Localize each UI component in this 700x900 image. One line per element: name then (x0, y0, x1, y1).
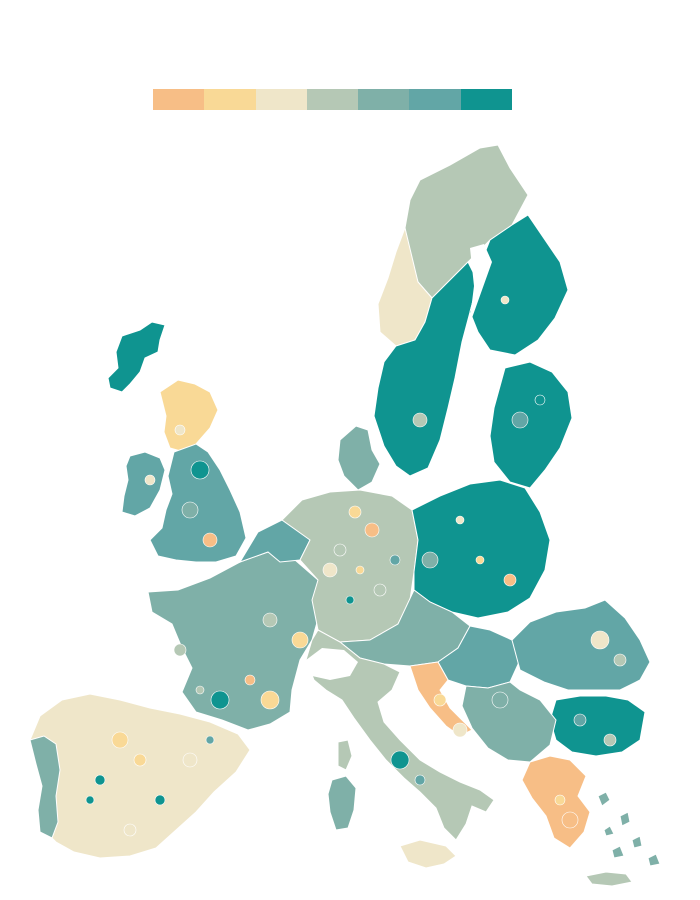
region-italy (305, 629, 495, 841)
region-england-wales (149, 443, 247, 563)
sub-region-patch (433, 693, 447, 707)
sub-region-patch (389, 554, 401, 566)
sub-region-patch (154, 794, 166, 806)
sub-region-patch (573, 713, 587, 727)
region-romania (511, 599, 651, 691)
sub-region-patch (205, 735, 215, 745)
sub-region-patch (421, 551, 439, 569)
region-iceland (107, 321, 166, 393)
sub-region-patch (475, 555, 485, 565)
legend-swatch-3 (255, 89, 307, 110)
sub-region-patch (262, 612, 278, 628)
sub-region-patch (500, 295, 510, 305)
legend-swatch-4 (306, 89, 359, 110)
sub-region-patch (452, 722, 468, 738)
sub-region-patch (491, 691, 509, 709)
region-baltics (489, 361, 573, 489)
region-crete (585, 871, 633, 887)
sub-region-patch (364, 522, 380, 538)
switzerland-gap (306, 648, 358, 680)
sub-region-patch (133, 753, 147, 767)
legend-swatch-6 (409, 89, 461, 110)
sub-region-patch (202, 532, 218, 548)
sub-region-patch (390, 750, 410, 770)
sub-region-patch (260, 690, 280, 710)
sub-region-patch (322, 562, 338, 578)
region-scotland (159, 379, 219, 453)
legend-swatch-2 (204, 89, 256, 110)
sub-region-patch (613, 653, 627, 667)
sub-region-patch (503, 573, 517, 587)
sub-region-patch (348, 505, 362, 519)
sub-region-patch (412, 412, 428, 428)
sub-region-patch (345, 595, 355, 605)
region-bulgaria (549, 695, 646, 757)
sub-region-patch (94, 774, 106, 786)
color-scale-legend (153, 89, 512, 110)
sub-region-patch (561, 811, 579, 829)
region-poland (411, 479, 551, 619)
sub-region-patch (190, 460, 210, 480)
sub-region-patch (291, 631, 309, 649)
sub-region-patch (511, 411, 529, 429)
sub-region-patch (590, 630, 610, 650)
sub-region-patch (182, 752, 198, 768)
region-sardinia (327, 775, 357, 831)
sub-region-patch (144, 474, 156, 486)
sub-region-patch (195, 685, 205, 695)
region-sicily (399, 839, 457, 869)
sub-region-patch (554, 794, 566, 806)
sub-region-patch (455, 515, 465, 525)
region-ireland (121, 451, 166, 517)
region-corsica (337, 739, 353, 771)
sub-region-patch (603, 733, 617, 747)
region-greek-islands (597, 791, 661, 867)
legend-swatch-1 (153, 89, 205, 110)
sub-region-patch (333, 543, 347, 557)
sub-region-patch (414, 774, 426, 786)
sub-region-patch (534, 394, 546, 406)
region-portugal (29, 735, 61, 839)
sub-region-patch (173, 643, 187, 657)
baltic-sea (448, 244, 505, 484)
sub-region-patch (244, 674, 256, 686)
legend-swatch-7 (460, 89, 512, 110)
sub-region-patch (123, 823, 137, 837)
sub-region-patch (373, 583, 387, 597)
region-balkans (461, 681, 557, 763)
sub-region-patch (181, 501, 199, 519)
sub-region-patch (355, 565, 365, 575)
sub-region-patch (174, 424, 186, 436)
legend-swatch-5 (358, 89, 410, 110)
sub-region-patch (210, 690, 230, 710)
sub-region-patch (85, 795, 95, 805)
region-denmark (337, 425, 381, 491)
sub-region-patch (111, 731, 129, 749)
